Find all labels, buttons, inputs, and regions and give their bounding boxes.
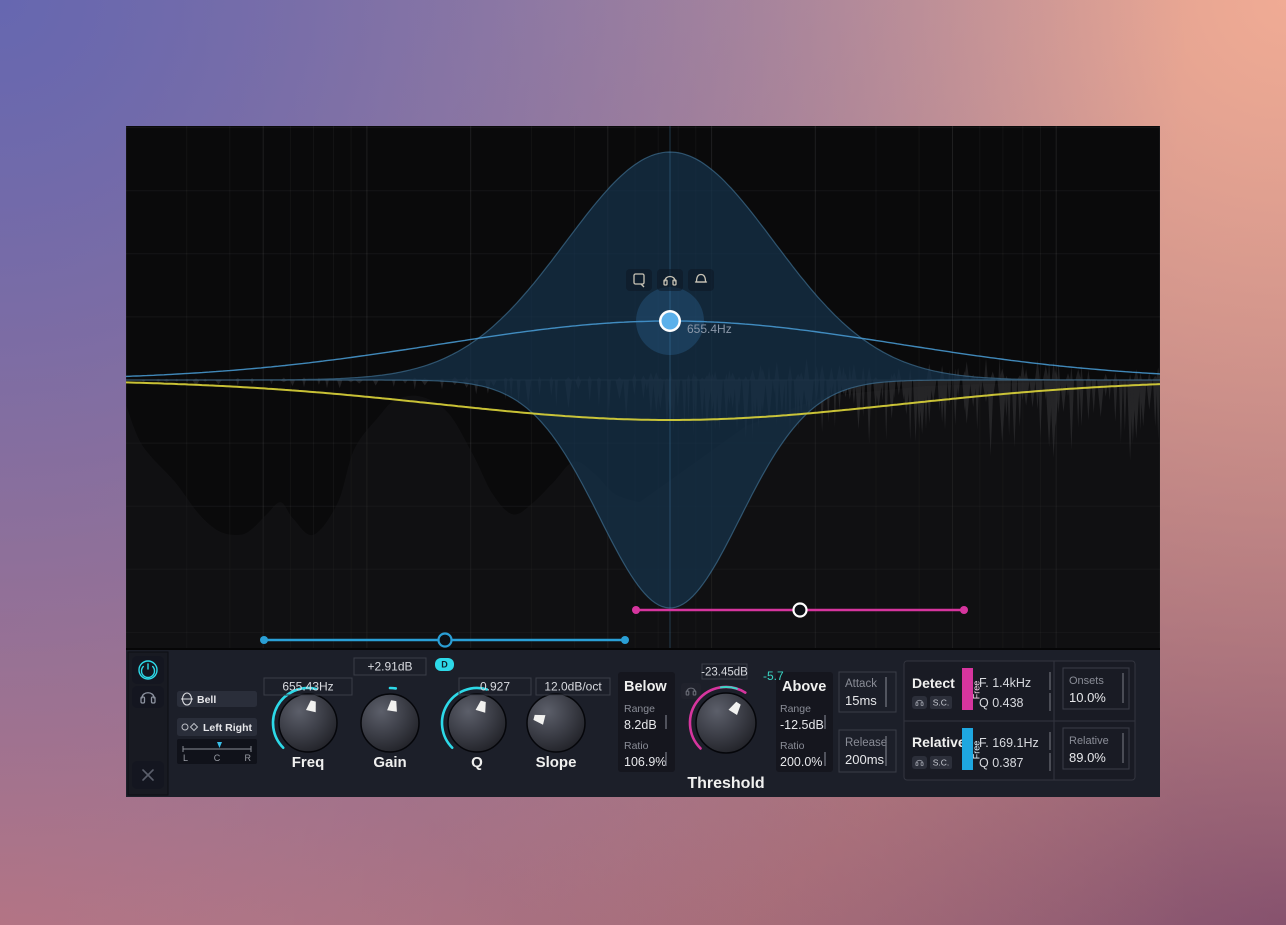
svg-text:Slope: Slope bbox=[536, 754, 577, 771]
svg-text:Bell: Bell bbox=[197, 694, 216, 706]
svg-text:Freq: Freq bbox=[292, 754, 325, 771]
svg-text:S.C.: S.C. bbox=[933, 698, 950, 708]
svg-text:12.0dB/oct: 12.0dB/oct bbox=[544, 680, 602, 694]
svg-text:Range: Range bbox=[624, 703, 655, 715]
svg-text:Above: Above bbox=[782, 679, 826, 695]
svg-text:C: C bbox=[214, 753, 221, 763]
svg-text:+2.91dB: +2.91dB bbox=[367, 660, 412, 674]
svg-text:655.4Hz: 655.4Hz bbox=[687, 322, 732, 336]
svg-text:200ms: 200ms bbox=[845, 752, 885, 767]
svg-text:F. 1.4kHz: F. 1.4kHz bbox=[979, 676, 1031, 690]
svg-text:15ms: 15ms bbox=[845, 693, 877, 708]
svg-text:L: L bbox=[183, 753, 188, 763]
svg-text:R: R bbox=[245, 753, 252, 763]
svg-text:655.43Hz: 655.43Hz bbox=[282, 680, 333, 694]
svg-text:Below: Below bbox=[624, 679, 667, 695]
svg-text:Ratio: Ratio bbox=[624, 740, 649, 752]
svg-text:Gain: Gain bbox=[373, 754, 406, 771]
svg-text:F. 169.1Hz: F. 169.1Hz bbox=[979, 736, 1039, 750]
svg-text:Range: Range bbox=[780, 703, 811, 715]
svg-text:Q 0.438: Q 0.438 bbox=[979, 696, 1024, 710]
svg-text:Q 0.387: Q 0.387 bbox=[979, 756, 1024, 770]
svg-text:Threshold: Threshold bbox=[687, 775, 764, 792]
svg-text:Attack: Attack bbox=[845, 678, 877, 690]
svg-text:Release: Release bbox=[845, 737, 887, 749]
svg-text:Detect: Detect bbox=[912, 675, 955, 691]
svg-text:106.9%: 106.9% bbox=[624, 755, 666, 769]
svg-text:Left Right: Left Right bbox=[203, 722, 252, 734]
svg-text:-12.5dB: -12.5dB bbox=[780, 718, 824, 732]
svg-text:Q: Q bbox=[471, 754, 483, 771]
svg-text:89.0%: 89.0% bbox=[1069, 750, 1106, 765]
svg-text:Relative: Relative bbox=[1069, 735, 1109, 747]
svg-text:S.C.: S.C. bbox=[933, 758, 950, 768]
svg-text:Relative: Relative bbox=[912, 734, 966, 750]
svg-text:8.2dB: 8.2dB bbox=[624, 718, 657, 732]
svg-text:Ratio: Ratio bbox=[780, 740, 805, 752]
svg-text:-23.45dB: -23.45dB bbox=[701, 667, 748, 679]
svg-text:200.0%: 200.0% bbox=[780, 755, 822, 769]
svg-text:-5.7: -5.7 bbox=[763, 669, 784, 683]
svg-text:0.927: 0.927 bbox=[480, 680, 510, 694]
svg-text:D: D bbox=[441, 660, 448, 670]
svg-text:10.0%: 10.0% bbox=[1069, 690, 1106, 705]
svg-text:Onsets: Onsets bbox=[1069, 675, 1104, 687]
